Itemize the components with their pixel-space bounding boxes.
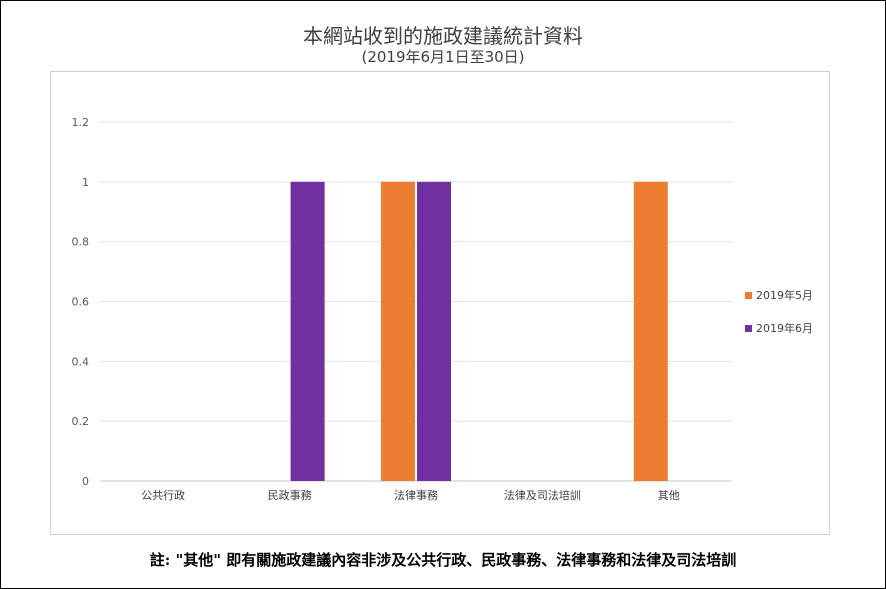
bar xyxy=(381,181,415,482)
x-tick-label: 其他 xyxy=(658,489,680,502)
bar xyxy=(290,181,325,482)
x-tick-label: 民政事務 xyxy=(268,488,312,502)
bar xyxy=(633,181,668,482)
legend-label: 2019年6月 xyxy=(756,321,813,335)
footnote: 註: "其他" 即有關施政建議內容非涉及公共行政、民政事務、法律事務和法律及司法… xyxy=(149,551,737,569)
y-tick-label: 0.2 xyxy=(72,415,90,428)
y-tick-label: 0 xyxy=(82,475,89,488)
x-tick-label: 公共行政 xyxy=(141,488,185,502)
x-tick-label: 法律及司法培訓 xyxy=(504,488,581,502)
x-tick-label: 法律事務 xyxy=(394,488,438,502)
y-tick-label: 1 xyxy=(82,176,89,189)
legend-label: 2019年5月 xyxy=(756,288,813,302)
chart-title: 本網站收到的施政建議統計資料 xyxy=(303,24,583,48)
y-tick-label: 0.8 xyxy=(72,236,90,249)
chart-subtitle: (2019年6月1日至30日) xyxy=(361,48,525,66)
y-tick-label: 0.4 xyxy=(72,355,90,368)
bar xyxy=(417,181,451,482)
chart-area-border xyxy=(50,71,830,535)
y-tick-label: 0.6 xyxy=(72,296,90,309)
y-tick-label: 1.2 xyxy=(72,116,90,129)
legend-swatch xyxy=(745,292,752,299)
legend-swatch xyxy=(745,325,752,332)
